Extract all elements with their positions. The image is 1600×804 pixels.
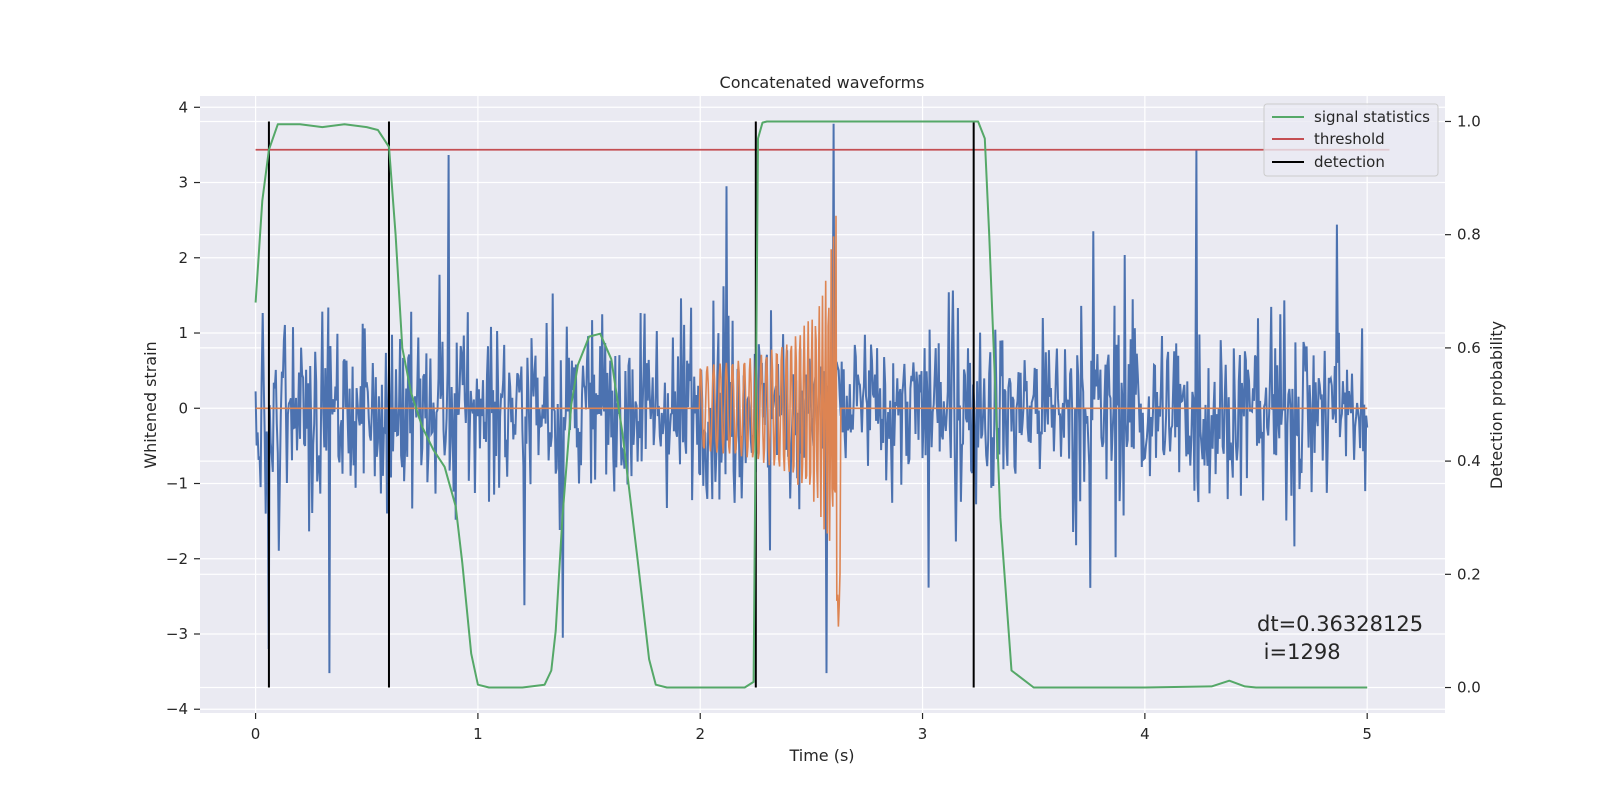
x-tick-label: 3: [918, 725, 928, 743]
x-tick-label: 5: [1362, 725, 1372, 743]
y-axis-label: Whitened strain: [141, 341, 160, 468]
y2-tick-label: 1.0: [1457, 112, 1481, 130]
y-tick-label: 3: [178, 174, 188, 192]
signal-statistics-line: [254, 120, 1368, 689]
y-tick-label: −1: [166, 475, 188, 493]
y2-tick-label: 0.8: [1457, 226, 1481, 244]
y-tick-label: −4: [166, 700, 188, 718]
y-tick-label: 0: [178, 399, 188, 417]
y2-tick-label: 0.6: [1457, 339, 1481, 357]
series-layer: [254, 120, 1390, 689]
y-tick-label: −2: [166, 550, 188, 568]
annotation-i: i=1298: [1257, 640, 1341, 664]
y-tick-label: 1: [178, 324, 188, 342]
x-axis-label: Time (s): [788, 746, 854, 765]
injected-waveform-line: [255, 215, 1368, 627]
legend-box: [1263, 103, 1439, 177]
chart-title: Concatenated waveforms: [720, 73, 925, 92]
x-tick-label: 2: [695, 725, 705, 743]
y2-axis-label: Detection probability: [1487, 321, 1506, 489]
legend-label-threshold: threshold: [1314, 130, 1385, 148]
x-tick-label: 0: [251, 725, 261, 743]
y-tick-label: 4: [178, 98, 188, 116]
y-tick-label: −3: [166, 625, 188, 643]
annotation-dt: dt=0.36328125: [1257, 612, 1423, 636]
legend: signal statistics threshold detection: [1263, 103, 1439, 177]
legend-label-detection: detection: [1314, 153, 1385, 171]
y2-tick-label: 0.0: [1457, 679, 1481, 697]
axes-layer: 0 1 2 3 4 5 4 3 2 1 0 −1 −2 −3 −4 1.0 0.8 0.6 0.4 0.2 0.0: [166, 98, 1481, 743]
legend-label-signal-statistics: signal statistics: [1314, 108, 1430, 126]
y2-tick-label: 0.2: [1457, 565, 1481, 583]
x-tick-label: 1: [473, 725, 483, 743]
x-tick-label: 4: [1140, 725, 1150, 743]
y-tick-label: 2: [178, 249, 188, 267]
y2-tick-label: 0.4: [1457, 452, 1481, 470]
